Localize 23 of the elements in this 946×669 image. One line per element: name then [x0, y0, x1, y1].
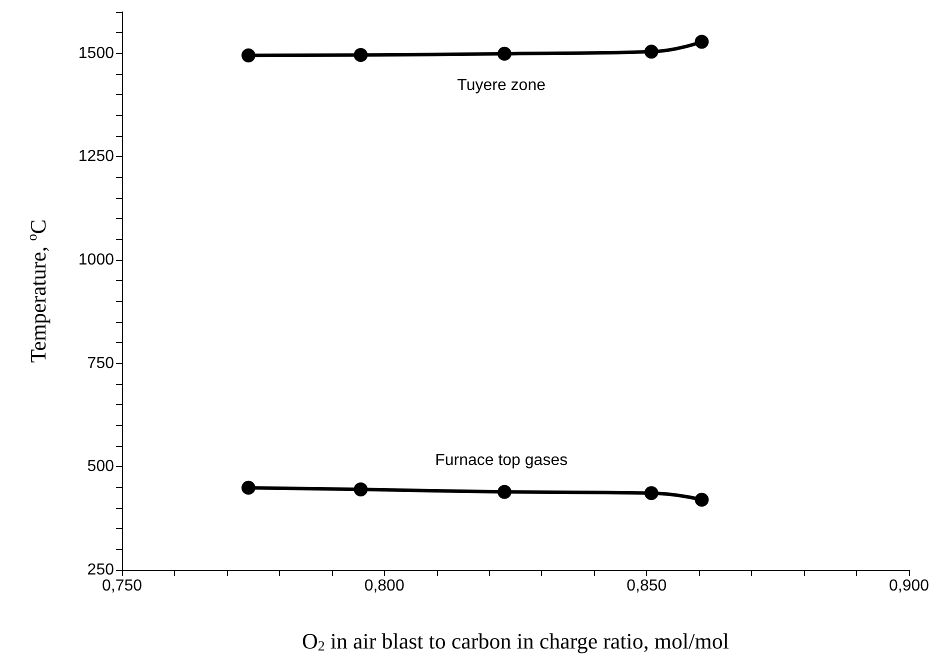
x-tick-label: 0,900	[888, 578, 930, 594]
point	[497, 46, 512, 61]
point	[694, 492, 709, 507]
y-tick-label: 250	[87, 562, 114, 578]
y-tick-label: 1500	[78, 44, 114, 62]
y-axis-title: Temperature, oC	[26, 219, 50, 363]
point	[644, 44, 658, 59]
point	[644, 486, 658, 500]
point	[241, 480, 256, 495]
point	[241, 48, 256, 62]
point	[354, 48, 368, 62]
point	[694, 34, 709, 49]
y-tick-label: 1250	[78, 148, 114, 166]
y-tick-label: 1000	[78, 252, 114, 268]
y-tick-label: 750	[87, 354, 114, 372]
x-tick-label: 0,800	[364, 578, 404, 594]
point	[354, 482, 368, 496]
series-label: Tuyere zone	[457, 77, 546, 94]
x-tick-label: 0,850	[626, 578, 667, 594]
series-label: Furnace top gases	[435, 452, 568, 469]
y-tick-label: 500	[87, 458, 114, 476]
point	[497, 484, 512, 499]
x-tick-label: 0,750	[102, 578, 142, 594]
